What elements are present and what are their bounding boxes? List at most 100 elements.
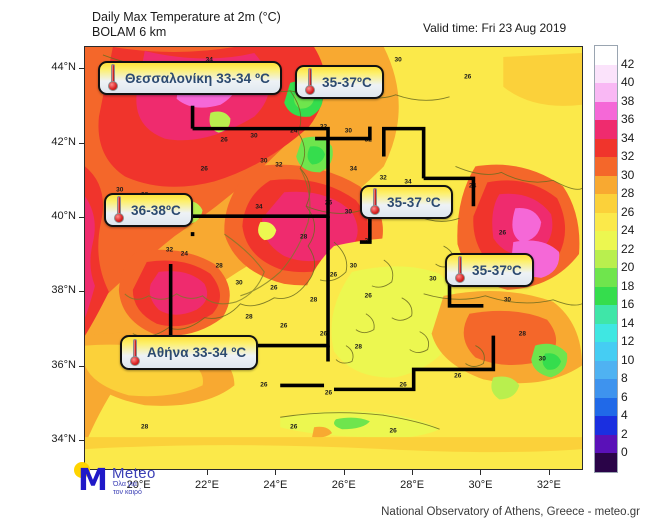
callout-central[interactable]: 35-37 ºC [360, 185, 453, 219]
valid-time-label: Valid time: Fri 23 Aug 2019 [423, 21, 567, 35]
colorbar-tick: 20 [621, 260, 635, 275]
colorbar-segment [595, 268, 617, 287]
colorbar-tick: 28 [621, 186, 635, 201]
longitude-label: 28°E [400, 479, 425, 491]
colorbar-tick: 6 [621, 389, 628, 404]
colorbar-tick: 38 [621, 93, 635, 108]
callout-athens[interactable]: Αθήνα 33-34 ºC [120, 335, 259, 370]
longitude-tick [343, 470, 345, 475]
colorbar-segment [595, 249, 617, 269]
colorbar-tick: 36 [621, 112, 635, 127]
latitude-tick [79, 365, 84, 367]
colorbar-segment [595, 138, 617, 158]
colorbar-tick: 24 [621, 223, 635, 238]
longitude-tick [138, 470, 140, 475]
longitude-tick [548, 470, 550, 475]
colorbar-segment [595, 175, 617, 195]
latitude-label: 40°N [51, 210, 76, 223]
logo-tagline-line1: Όλα για [113, 481, 137, 488]
longitude-tick [275, 470, 277, 475]
colorbar-segment [595, 434, 617, 454]
colorbar-tick: 30 [621, 167, 635, 182]
callout-central-label: 35-37 ºC [387, 194, 441, 210]
latitude-tick [79, 217, 84, 219]
colorbar-tick: 42 [621, 56, 635, 71]
colorbar-segment [595, 397, 617, 417]
colorbar-segment [595, 342, 617, 361]
colorbar-tick: 10 [621, 352, 635, 367]
callout-athens-label: Αθήνα 33-34 ºC [147, 345, 247, 360]
colorbar-segment [595, 305, 617, 324]
chart-title: Daily Max Temperature at 2m (°C) BOLAM 6… [92, 10, 281, 40]
colorbar-segment [595, 194, 617, 213]
longitude-label: 30°E [468, 479, 493, 491]
longitude-label: 22°E [195, 479, 220, 491]
colorbar-segment [595, 323, 617, 343]
title-line-1: Daily Max Temperature at 2m (°C) [92, 10, 281, 24]
colorbar-tick: 2 [621, 426, 628, 441]
colorbar-tick: 32 [621, 149, 635, 164]
thermometer-icon [106, 63, 119, 93]
latitude-tick [79, 68, 84, 70]
colorbar-segment [595, 83, 617, 102]
latitude-tick [79, 291, 84, 293]
colorbar-segment [595, 120, 617, 139]
callout-east-aegean[interactable]: 35-37ºC [445, 253, 534, 287]
colorbar-tick: 22 [621, 241, 635, 256]
colorbar-tick: 12 [621, 334, 635, 349]
colorbar-tick: 26 [621, 204, 635, 219]
logo-tagline: Όλα για τον καιρό [113, 481, 142, 496]
latitude-tick [79, 142, 84, 144]
callout-west[interactable]: 36-38ºC [104, 193, 193, 227]
latitude-label: 38°N [51, 284, 76, 297]
colorbar-tick: 8 [621, 371, 628, 386]
callout-thessaloniki[interactable]: Θεσσαλονίκη 33-34 ºC [98, 61, 283, 95]
colorbar-segment [595, 101, 617, 121]
colorbar-segment [595, 64, 617, 84]
colorbar-segment [595, 453, 617, 472]
sun-icon [74, 462, 90, 478]
colorbar-segment [595, 286, 617, 306]
colorbar-tick: 16 [621, 297, 635, 312]
thermometer-icon [128, 338, 141, 368]
colorbar-segment [595, 379, 617, 398]
colorbar-tick: 34 [621, 130, 635, 145]
logo-mark: M [78, 463, 108, 498]
callout-north-east[interactable]: 35-37ºC [295, 65, 384, 99]
callout-east-aegean-label: 35-37ºC [472, 262, 522, 278]
title-line-2: BOLAM 6 km [92, 25, 167, 39]
thermometer-icon [453, 255, 466, 285]
longitude-tick [412, 470, 414, 475]
colorbar-tick: 14 [621, 315, 635, 330]
colorbar-segment [595, 231, 617, 250]
callout-thessaloniki-label: Θεσσαλονίκη 33-34 ºC [125, 70, 271, 86]
footer-credit: National Observatory of Athens, Greece -… [381, 506, 640, 518]
temperature-map: 3426302626302432303226303234323430283234… [84, 46, 583, 470]
thermometer-icon [368, 187, 381, 217]
thermometer-icon [112, 195, 125, 225]
colorbar-tick: 40 [621, 75, 635, 90]
longitude-tick [207, 470, 209, 475]
colorbar-tick: 18 [621, 278, 635, 293]
latitude-tick [79, 440, 84, 442]
colorbar-segment [595, 360, 617, 380]
meteo-logo[interactable]: M Meteo Όλα για τον καιρό [70, 462, 190, 496]
latitude-label: 34°N [51, 433, 76, 446]
temperature-colorbar [594, 45, 618, 473]
latitude-label: 42°N [51, 135, 76, 148]
longitude-label: 20°E [126, 479, 151, 491]
callout-north-east-label: 35-37ºC [322, 74, 372, 90]
colorbar-tick-labels: 42 40 38 36 34 32 30 28 26 24 22 20 18 16 14 12 10 8 6 4 2 0 [621, 45, 655, 473]
callout-west-label: 36-38ºC [131, 202, 181, 218]
longitude-tick [480, 470, 482, 475]
logo-tagline-line2: τον καιρό [113, 488, 142, 496]
longitude-label: 32°E [536, 479, 561, 491]
longitude-label: 26°E [331, 479, 356, 491]
colorbar-segment [595, 157, 617, 176]
colorbar-segment [595, 416, 617, 435]
thermometer-icon [303, 67, 316, 97]
colorbar-segment [595, 46, 617, 65]
logo-wordmark: Meteo [112, 465, 156, 482]
colorbar-tick: 4 [621, 408, 628, 423]
